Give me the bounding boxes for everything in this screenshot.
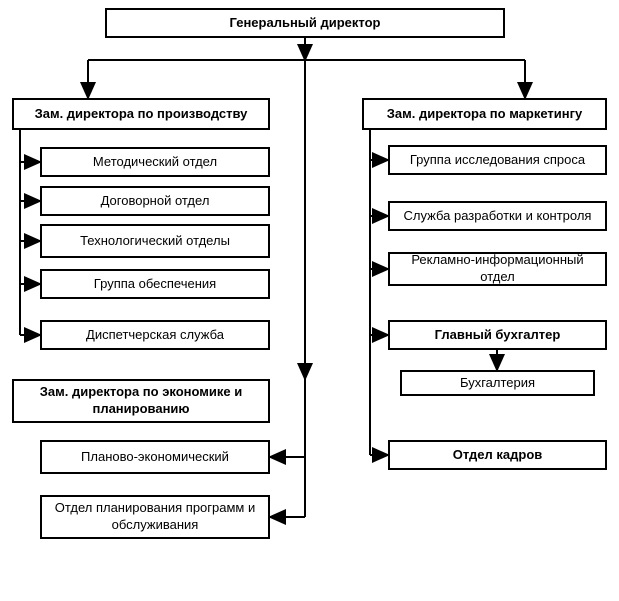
node-label: Методический отдел [93,154,217,171]
node-econ_1: Планово-экономический [40,440,270,474]
node-label: Отдел планирования программ и обслуживан… [46,500,264,534]
node-prod_1: Методический отдел [40,147,270,177]
node-label: Технологический отделы [80,233,230,250]
node-label: Отдел кадров [453,447,543,464]
node-dep_prod: Зам. директора по производству [12,98,270,130]
node-label: Бухгалтерия [460,375,535,392]
node-ceo: Генеральный директор [105,8,505,38]
node-label: Диспетчерская служба [86,327,224,344]
org-chart: Генеральный директор Зам. директора по пр… [0,0,619,601]
node-label: Рекламно-информационный отдел [394,252,601,286]
node-mkt_3: Рекламно-информационный отдел [388,252,607,286]
node-label: Планово-экономический [81,449,229,466]
node-hr: Отдел кадров [388,440,607,470]
node-label: Зам. директора по производству [35,106,248,123]
node-label: Группа обеспечения [94,276,216,293]
node-chief_acc: Главный бухгалтер [388,320,607,350]
node-label: Служба разработки и контроля [404,208,592,225]
node-label: Генеральный директор [230,15,381,32]
node-acc_1: Бухгалтерия [400,370,595,396]
node-mkt_2: Служба разработки и контроля [388,201,607,231]
node-label: Главный бухгалтер [435,327,561,344]
node-econ_2: Отдел планирования программ и обслуживан… [40,495,270,539]
node-prod_3: Технологический отделы [40,224,270,258]
node-label: Группа исследования спроса [410,152,585,169]
node-mkt_1: Группа исследования спроса [388,145,607,175]
node-prod_5: Диспетчерская служба [40,320,270,350]
node-label: Договорной отдел [101,193,210,210]
node-prod_2: Договорной отдел [40,186,270,216]
node-label: Зам. директора по маркетингу [387,106,583,123]
node-dep_econ: Зам. директора по экономике и планирован… [12,379,270,423]
node-dep_mkt: Зам. директора по маркетингу [362,98,607,130]
node-label: Зам. директора по экономике и планирован… [18,384,264,418]
node-prod_4: Группа обеспечения [40,269,270,299]
